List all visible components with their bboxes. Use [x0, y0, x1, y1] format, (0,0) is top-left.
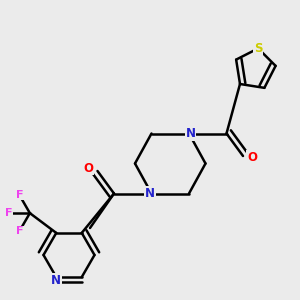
Text: N: N	[145, 187, 155, 200]
Text: F: F	[16, 226, 23, 236]
Text: F: F	[5, 208, 13, 218]
Text: F: F	[16, 190, 23, 200]
Text: N: N	[51, 274, 61, 286]
Text: N: N	[185, 127, 196, 140]
Text: S: S	[254, 42, 262, 55]
Text: O: O	[247, 151, 257, 164]
Text: O: O	[83, 161, 94, 175]
